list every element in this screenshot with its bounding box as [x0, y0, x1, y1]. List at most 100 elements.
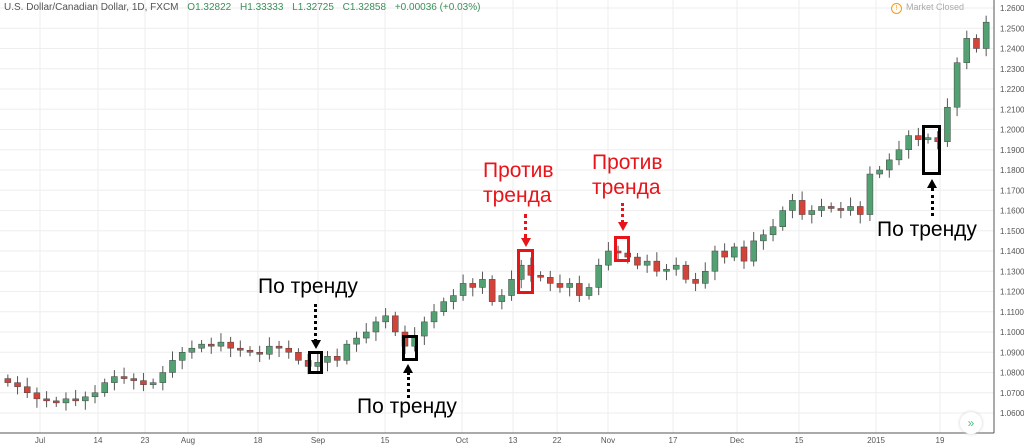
candle-down: [488, 279, 496, 302]
x-tick-label: 23: [141, 436, 150, 445]
arrow-up-2: [407, 372, 410, 398]
candle-up: [876, 169, 883, 175]
candle-up: [953, 62, 961, 108]
arrow-down-3: [524, 214, 527, 238]
candle-up: [382, 315, 389, 323]
candle-up: [198, 343, 205, 349]
candle-up: [731, 246, 738, 258]
candle-up: [159, 372, 167, 383]
counter-line: Против: [592, 151, 663, 174]
candle-up: [982, 21, 990, 49]
x-tick-label: 13: [509, 436, 518, 445]
x-tick-label: 17: [669, 436, 678, 445]
counter-trend-label-2: Против тренда: [592, 150, 663, 200]
candle-down: [237, 347, 244, 351]
y-tick-label: 1.08000: [1000, 369, 1024, 378]
x-tick-label: 22: [553, 436, 562, 445]
candle-up: [895, 149, 903, 161]
scroll-right-button[interactable]: »: [960, 412, 982, 434]
x-tick-label: 19: [936, 436, 945, 445]
arrow-head-4: [618, 222, 628, 231]
candle-down: [227, 341, 234, 349]
candle-up: [566, 283, 573, 288]
y-tick-label: 1.19000: [1000, 146, 1024, 155]
candle-up: [711, 250, 719, 272]
candle-up: [111, 376, 118, 383]
candle-up: [362, 331, 370, 339]
x-tick-label: Jul: [35, 436, 45, 445]
candle-up: [217, 341, 225, 347]
candle-up: [944, 106, 951, 142]
y-tick-label: 1.11000: [1000, 308, 1024, 317]
x-tick-label: Sep: [311, 436, 326, 445]
candle-up: [963, 38, 971, 63]
candle-down: [798, 200, 806, 215]
candle-up: [459, 283, 467, 296]
candle-up: [266, 345, 273, 355]
candle-up: [91, 392, 99, 398]
y-tick-label: 1.22000: [1000, 85, 1024, 94]
highlight-box-4: [614, 236, 630, 262]
candle-up: [750, 240, 757, 262]
x-tick-label: Oct: [456, 436, 469, 445]
change-value: +0.00036 (+0.03%): [394, 2, 481, 13]
candle-down: [285, 347, 292, 353]
candle-down: [547, 277, 554, 284]
x-tick-label: Dec: [730, 436, 744, 445]
candle-up: [343, 343, 351, 361]
candle-down: [295, 352, 302, 361]
candle-up: [672, 264, 680, 270]
candle-up: [663, 268, 670, 272]
arrow-down-1: [314, 304, 317, 342]
candle-down: [740, 246, 748, 262]
with-trend-label-1: По тренду: [258, 275, 358, 298]
x-tick-label: 15: [795, 436, 804, 445]
highlight-box-3: [517, 249, 534, 294]
arrow-head-2: [403, 364, 413, 373]
y-tick-label: 1.21000: [1000, 105, 1024, 114]
y-tick-label: 1.23000: [1000, 65, 1024, 74]
candle-up: [595, 264, 602, 288]
y-tick-label: 1.15000: [1000, 227, 1024, 236]
candle-down: [120, 376, 128, 379]
candle-down: [469, 283, 477, 288]
candle-down: [275, 345, 283, 349]
candle-up: [450, 295, 457, 302]
candle-up: [702, 271, 709, 284]
y-tick-label: 1.06000: [1000, 409, 1024, 418]
candle-up: [818, 206, 825, 211]
arrow-down-4: [621, 203, 624, 223]
x-tick-label: 2015: [867, 436, 885, 445]
candle-down: [915, 135, 922, 140]
candle-down: [53, 400, 60, 404]
x-tick-label: Nov: [601, 436, 615, 445]
candle-up: [101, 382, 108, 393]
candle-up: [643, 260, 651, 266]
x-tick-label: Aug: [181, 436, 195, 445]
candle-up: [440, 301, 447, 312]
counter-line: тренда: [483, 184, 552, 207]
candle-down: [333, 356, 341, 361]
candle-up: [149, 382, 157, 385]
y-tick-label: 1.12000: [1000, 288, 1024, 297]
candle-up: [479, 279, 486, 288]
candle-down: [653, 260, 661, 272]
candle-up: [585, 287, 593, 296]
candle-up: [769, 226, 777, 236]
candle-down: [246, 349, 254, 353]
candle-up: [866, 173, 874, 215]
candle-down: [256, 352, 263, 355]
candle-down: [72, 398, 79, 402]
candle-up: [605, 250, 612, 266]
close-value: C1.32858: [342, 2, 387, 13]
symbol-title[interactable]: U.S. Dollar/Canadian Dollar, 1D, FXCM: [4, 2, 179, 13]
candle-up: [508, 279, 515, 296]
market-status: ! Market Closed: [890, 2, 964, 14]
candle-up: [808, 210, 816, 215]
candle-down: [692, 279, 699, 284]
highlight-box-5: [922, 125, 941, 175]
candle-up: [779, 210, 786, 227]
open-value: O1.32822: [187, 2, 232, 13]
warning-icon: !: [890, 3, 902, 14]
